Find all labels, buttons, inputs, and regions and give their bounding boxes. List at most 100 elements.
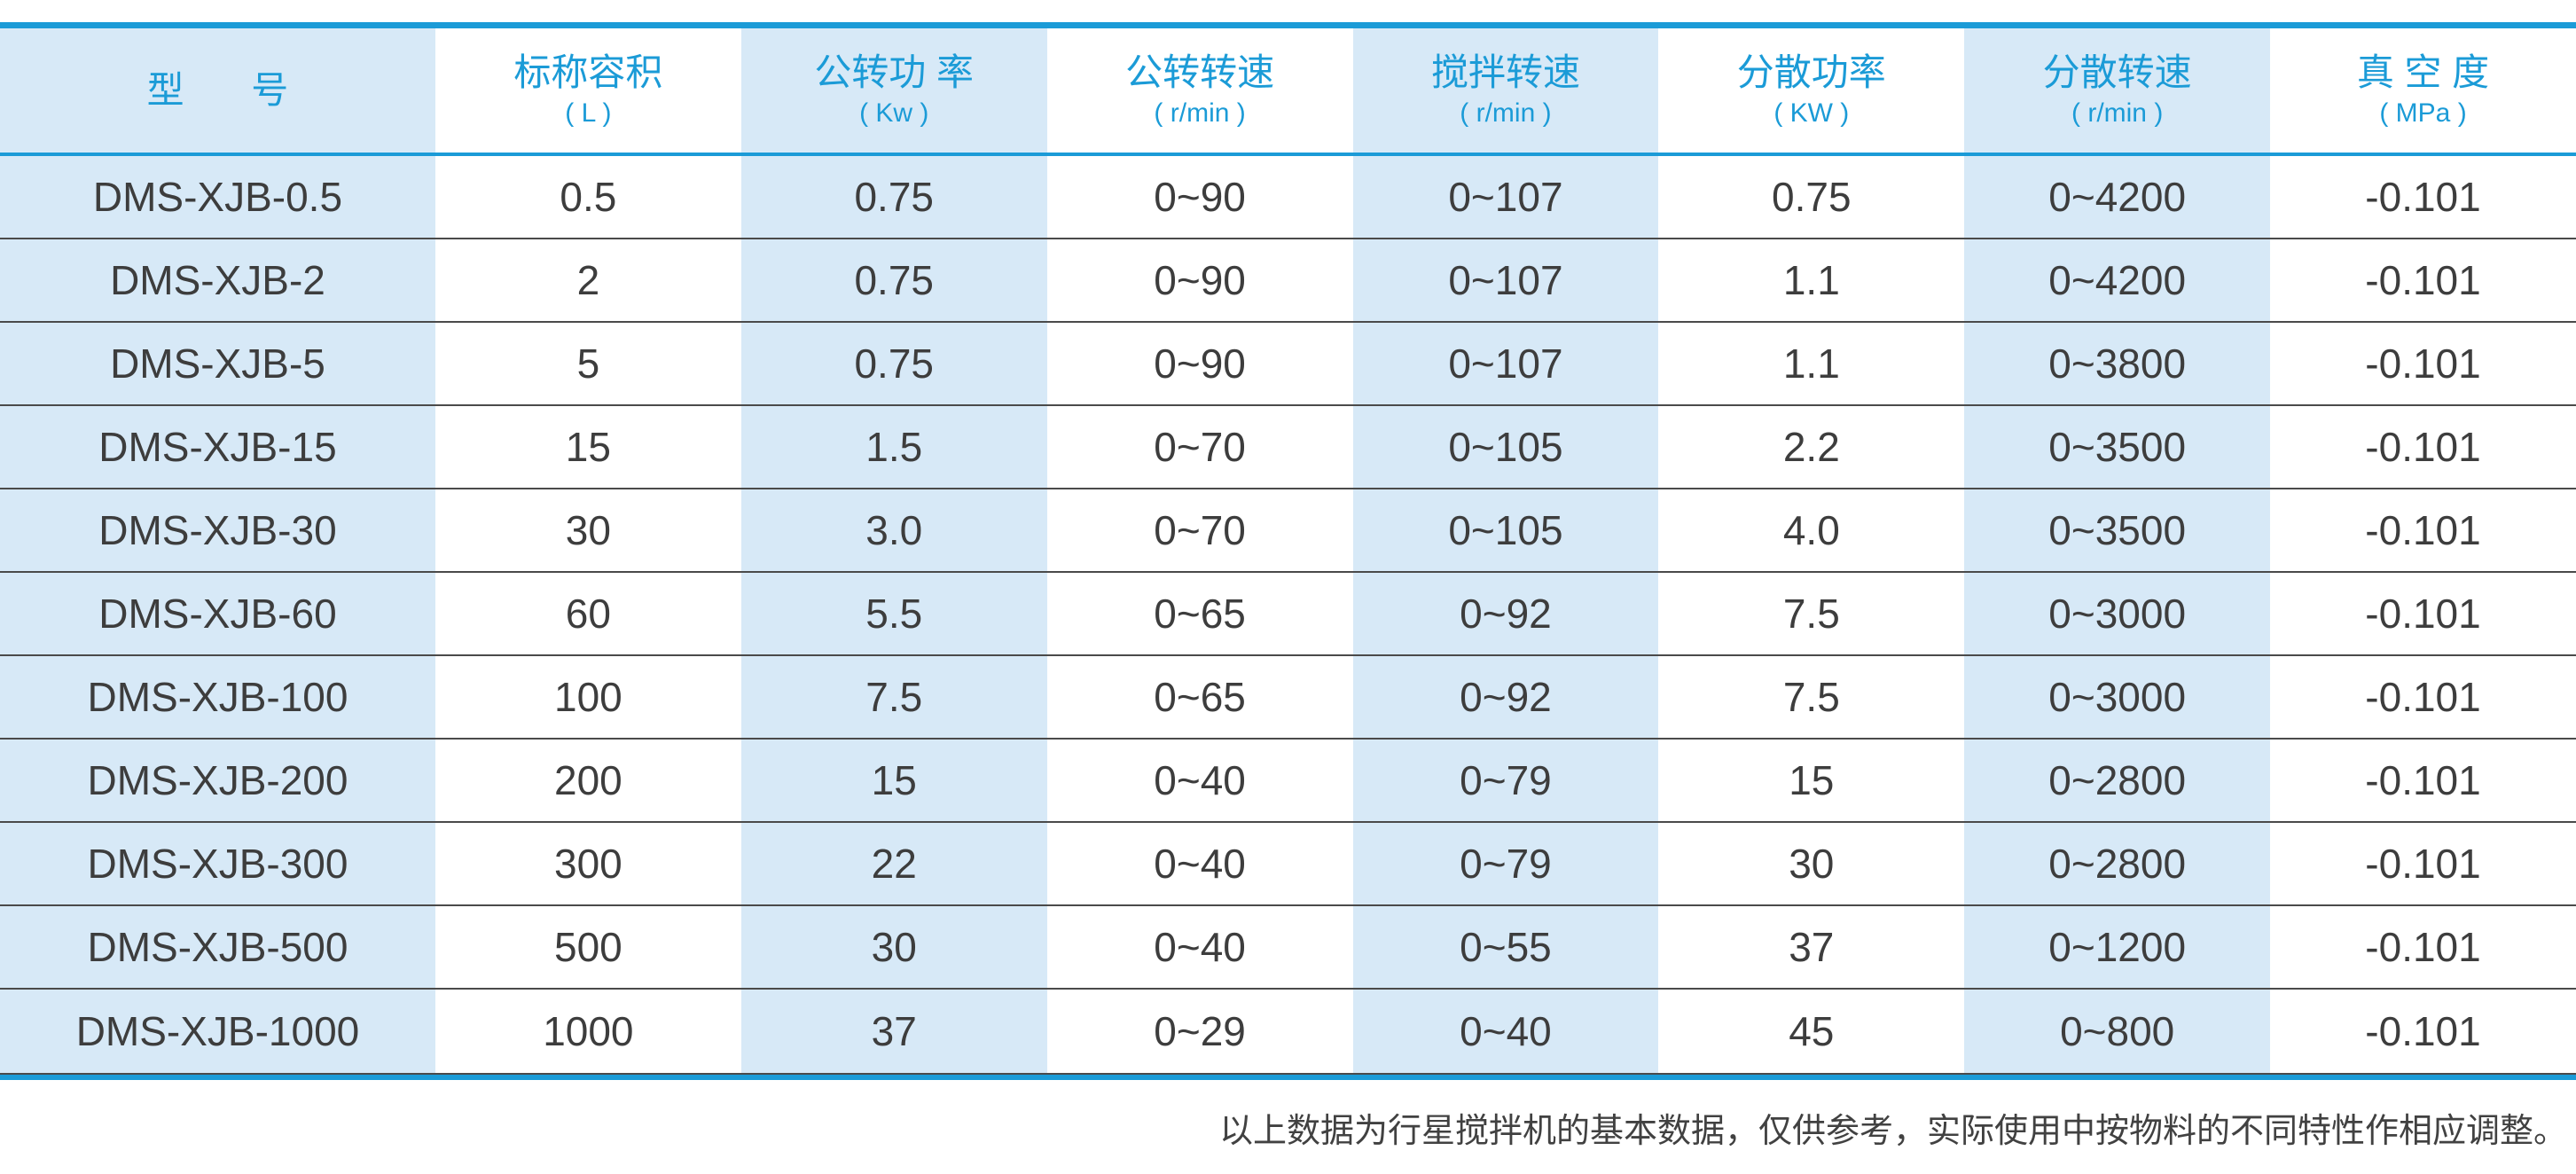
column-title: 分散转速 (2042, 51, 2192, 94)
value-cell: 7.5 (1782, 591, 1840, 637)
table-bottom-border (0, 1073, 2576, 1080)
table-row: DMS-XJB-60 60 5.5 0~65 0~92 7.5 0~3000 -0.101 (0, 573, 2576, 656)
value-cell: 5.5 (740, 573, 1047, 654)
value-cell: 0~3800 (1964, 323, 2271, 404)
value-cell: 15 (740, 740, 1047, 821)
spec-sheet-page: 型 号标称容积( L ) 公转功 率( Kw ) 公转转速( r/min ) 搅拌转速… (0, 22, 2576, 1174)
model-cell: DMS-XJB-500 (0, 906, 435, 988)
value-cell: 2 (576, 257, 600, 303)
value-cell: 0~4200 (1964, 239, 2271, 321)
value-cell: 0~107 (1352, 156, 1659, 238)
value-cell: -0.101 (2365, 841, 2481, 887)
model-cell: DMS-XJB-100 (0, 656, 435, 738)
value-cell: 0~65 (1154, 591, 1246, 637)
table-row: DMS-XJB-1000 1000 37 0~29 0~40 45 0~800 -0.101 (0, 990, 2576, 1073)
value-cell: 0~79 (1352, 823, 1659, 904)
table-row: DMS-XJB-100 100 7.5 0~65 0~92 7.5 0~3000 -0.101 (0, 656, 2576, 740)
value-cell: 0.75 (740, 156, 1047, 238)
column-unit: ( r/min ) (1460, 98, 1552, 128)
value-cell: 37 (1789, 924, 1835, 970)
footer-note: 以上数据为行星搅拌机的基本数据，仅供参考，实际使用中按物料的不同特性作相应调整。 (1218, 1113, 2567, 1150)
table-top-border (0, 22, 2576, 28)
table-row: DMS-XJB-200 200 15 0~40 0~79 15 0~2800 -0.101 (0, 740, 2576, 823)
value-cell: 0~107 (1352, 323, 1659, 404)
value-cell: 0~90 (1154, 174, 1246, 220)
table-row: DMS-XJB-30 30 3.0 0~70 0~105 4.0 0~3500 -0.101 (0, 489, 2576, 573)
value-cell: 7.5 (740, 656, 1047, 738)
value-cell: 0.75 (1772, 174, 1852, 220)
value-cell: 4.0 (1782, 507, 1840, 553)
table-header-underline (0, 153, 2576, 156)
table-row: DMS-XJB-500 500 30 0~40 0~55 37 0~1200 -0.101 (0, 906, 2576, 990)
value-cell: 100 (553, 674, 622, 720)
value-cell: 0~65 (1154, 674, 1246, 720)
value-cell: 2.2 (1782, 424, 1840, 470)
value-cell: 0.75 (740, 239, 1047, 321)
value-cell: 45 (1789, 1008, 1835, 1054)
value-cell: 200 (553, 757, 622, 803)
table-row: DMS-XJB-2 2 0.75 0~90 0~107 1.1 0~4200 -0.101 (0, 239, 2576, 323)
value-cell: -0.101 (2365, 340, 2481, 387)
value-cell: 0~40 (1352, 990, 1659, 1073)
column-header-5: 分散功率 ( KW ) (1658, 28, 1964, 153)
column-header-0: 型 号 (0, 28, 435, 153)
model-cell: DMS-XJB-30 (0, 489, 435, 571)
value-cell: 1.5 (740, 406, 1047, 488)
column-unit: ( r/min ) (2071, 98, 2164, 128)
value-cell: 7.5 (1782, 674, 1840, 720)
value-cell: 0~29 (1154, 1008, 1246, 1054)
column-title: 标称容积 (513, 51, 663, 94)
model-cell: DMS-XJB-5 (0, 323, 435, 404)
value-cell: 0~92 (1352, 656, 1659, 738)
value-cell: 0.75 (740, 323, 1047, 404)
value-cell: 0~92 (1352, 573, 1659, 654)
model-cell: DMS-XJB-300 (0, 823, 435, 904)
value-cell: 0~3500 (1964, 406, 2271, 488)
value-cell: 0~1200 (1964, 906, 2271, 988)
value-cell: 0~105 (1352, 406, 1659, 488)
column-unit: ( MPa ) (2379, 98, 2467, 128)
column-title: 公转转速 (1125, 51, 1275, 94)
value-cell: 15 (1789, 757, 1835, 803)
value-cell: -0.101 (2365, 674, 2481, 720)
model-cell: DMS-XJB-0.5 (0, 156, 435, 238)
value-cell: 0~40 (1154, 924, 1246, 970)
column-title: 搅拌转速 (1430, 51, 1580, 94)
column-header-1: 标称容积 ( L ) (435, 28, 741, 153)
value-cell: 0~3500 (1964, 489, 2271, 571)
column-unit: ( KW ) (1773, 98, 1850, 128)
value-cell: 3.0 (740, 489, 1047, 571)
value-cell: -0.101 (2365, 757, 2481, 803)
value-cell: 0~70 (1154, 424, 1246, 470)
column-header-4: 搅拌转速 ( r/min ) (1352, 28, 1659, 153)
column-title: 真 空 度 (2356, 51, 2490, 94)
value-cell: 0~40 (1154, 841, 1246, 887)
value-cell: 0~3000 (1964, 656, 2271, 738)
value-cell: 0.5 (560, 174, 617, 220)
table-header-row: 型 号标称容积( L ) 公转功 率( Kw ) 公转转速( r/min ) 搅拌转速… (0, 28, 2576, 153)
value-cell: 300 (553, 841, 622, 887)
value-cell: 1.1 (1782, 340, 1840, 387)
value-cell: 0~4200 (1964, 156, 2271, 238)
column-header-7: 真 空 度 ( MPa ) (2270, 28, 2576, 153)
column-unit: ( Kw ) (859, 98, 929, 128)
column-header-2: 公转功 率 ( Kw ) (740, 28, 1047, 153)
value-cell: 30 (1789, 841, 1835, 887)
column-title: 分散功率 (1736, 51, 1886, 94)
column-title: 公转功 率 (814, 51, 975, 94)
value-cell: 0~70 (1154, 507, 1246, 553)
value-cell: 0~90 (1154, 257, 1246, 303)
column-header-6: 分散转速 ( r/min ) (1964, 28, 2271, 153)
value-cell: -0.101 (2365, 257, 2481, 303)
value-cell: 30 (565, 507, 611, 553)
model-cell: DMS-XJB-15 (0, 406, 435, 488)
column-unit: ( L ) (565, 98, 612, 128)
value-cell: -0.101 (2365, 424, 2481, 470)
value-cell: -0.101 (2365, 507, 2481, 553)
value-cell: -0.101 (2365, 174, 2481, 220)
table-row: DMS-XJB-15 15 1.5 0~70 0~105 2.2 0~3500 -0.101 (0, 406, 2576, 489)
column-unit: ( r/min ) (1154, 98, 1246, 128)
value-cell: -0.101 (2365, 1008, 2481, 1054)
table-row: DMS-XJB-5 5 0.75 0~90 0~107 1.1 0~3800 -0.101 (0, 323, 2576, 406)
value-cell: 0~105 (1352, 489, 1659, 571)
